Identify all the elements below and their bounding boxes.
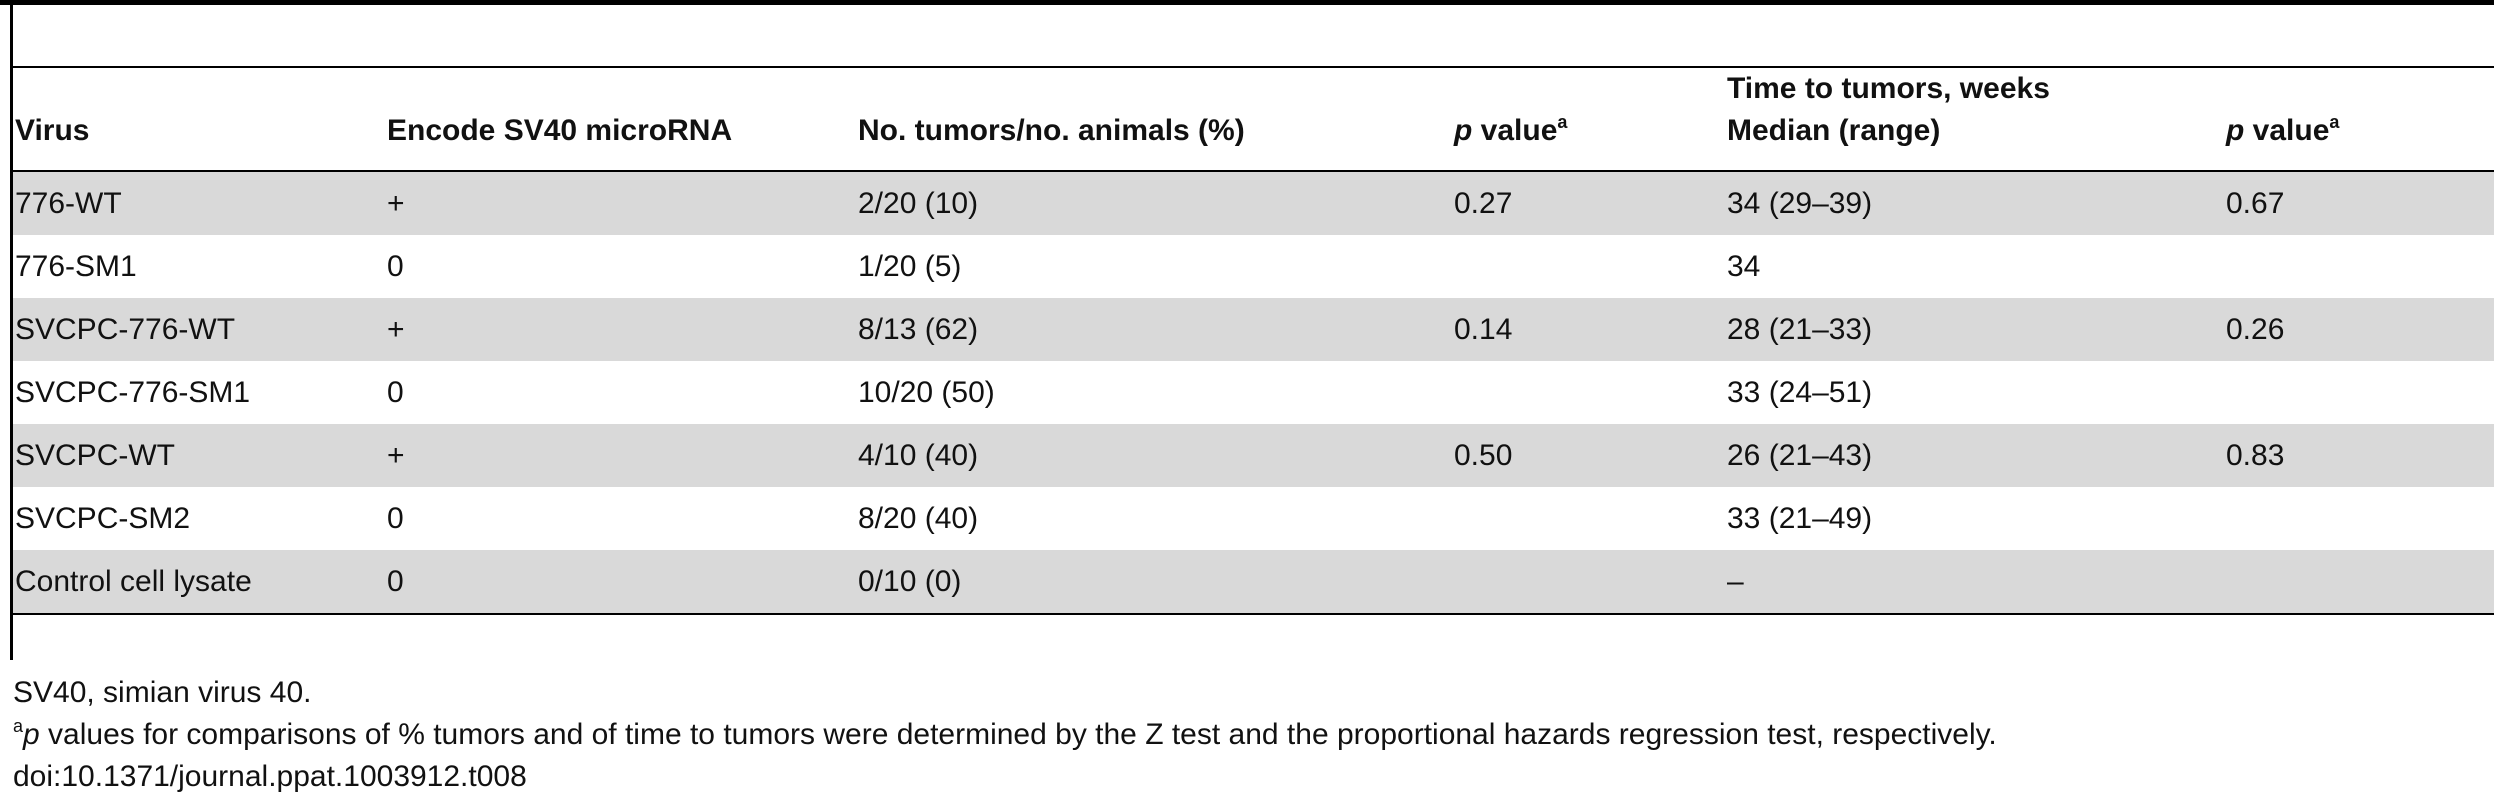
cell-p-value-tumors xyxy=(1452,361,1725,424)
header-tumors-per-animals: No. tumors/no. animals (%) xyxy=(856,68,1452,172)
table-row: SVCPC-WT + 4/10 (40) 0.50 26 (21–43) 0.8… xyxy=(13,424,2494,487)
cell-tumors: 1/20 (5) xyxy=(858,250,962,283)
table-row: SVCPC-776-WT + 8/13 (62) 0.14 28 (21–33)… xyxy=(13,298,2494,361)
cell-time-to-tumors: 28 (21–33) xyxy=(1725,298,2224,361)
cell-p-value-tumors: 0.27 xyxy=(1452,171,1725,235)
table-row: 776-SM1 0 1/20 (5) 34 xyxy=(13,235,2494,298)
left-border xyxy=(10,0,13,660)
table-row: SVCPC-776-SM1 0 10/20 (50) 33 (24–51) xyxy=(13,361,2494,424)
header-virus: Virus xyxy=(13,68,385,172)
cell-encode: + xyxy=(385,424,856,487)
cell-tumors: 4/10 (40) xyxy=(856,424,1452,487)
cell-time-to-tumors: 26 (21–43) xyxy=(1725,424,2224,487)
cell-virus: SVCPC-776-WT xyxy=(13,298,385,361)
cell-encode: 0 xyxy=(387,376,404,409)
cell-virus: 776-WT xyxy=(13,171,385,235)
cell-p-value-time xyxy=(2224,487,2494,550)
cell-p-value-tumors: 0.50 xyxy=(1452,424,1725,487)
cell-tumors: 8/13 (62) xyxy=(856,298,1452,361)
cell-time-to-tumors: 34 (29–39) xyxy=(1725,171,2224,235)
cell-time-to-tumors: – xyxy=(1725,550,2224,615)
cell-virus: Control cell lysate xyxy=(13,550,385,615)
cell-encode: + xyxy=(385,171,856,235)
header-encode-sv40-microrna: Encode SV40 microRNA xyxy=(385,68,856,172)
cell-p-value-tumors xyxy=(1452,235,1725,298)
abbreviation-note: SV40, simian virus 40. xyxy=(13,676,312,709)
cell-p-value-time xyxy=(2224,361,2494,424)
top-border xyxy=(0,0,2494,5)
cell-p-value-tumors xyxy=(1452,550,1725,615)
cell-encode: 0 xyxy=(387,250,404,283)
table-footnotes: SV40, simian virus 40. ap values for com… xyxy=(13,672,1997,798)
cell-encode: + xyxy=(385,298,856,361)
cell-tumors: 8/20 (40) xyxy=(858,502,979,535)
cell-encode: 0 xyxy=(385,550,856,615)
cell-tumors: 0/10 (0) xyxy=(856,550,1452,615)
cell-p-value-tumors xyxy=(1452,487,1725,550)
header-time-to-tumors: Time to tumors, weeks Median (range) xyxy=(1725,68,2224,172)
cell-virus: SVCPC-WT xyxy=(13,424,385,487)
header-row: Virus Encode SV40 microRNA No. tumors/no… xyxy=(13,68,2494,172)
cell-virus: SVCPC-SM2 xyxy=(15,502,191,535)
cell-p-value-time: 0.26 xyxy=(2224,298,2494,361)
footnote-a: ap values for comparisons of % tumors an… xyxy=(13,716,1997,751)
cell-time-to-tumors: 33 (24–51) xyxy=(1727,376,1873,409)
doi-line: doi:10.1371/journal.ppat.1003912.t008 xyxy=(13,760,527,793)
cell-virus: SVCPC-776-SM1 xyxy=(15,376,251,409)
cell-p-value-time xyxy=(2224,235,2494,298)
data-table: Virus Encode SV40 microRNA No. tumors/no… xyxy=(13,68,2494,615)
header-p-value-tumors: p valuea xyxy=(1452,68,1725,172)
table-row: 776-WT + 2/20 (10) 0.27 34 (29–39) 0.67 xyxy=(13,171,2494,235)
cell-p-value-time: 0.83 xyxy=(2224,424,2494,487)
table-row: SVCPC-SM2 0 8/20 (40) 33 (21–49) xyxy=(13,487,2494,550)
table-top-rule xyxy=(10,66,2494,68)
cell-p-value-time xyxy=(2224,550,2494,615)
cell-p-value-tumors: 0.14 xyxy=(1452,298,1725,361)
cell-time-to-tumors: 34 xyxy=(1727,250,1761,283)
cell-tumors: 2/20 (10) xyxy=(856,171,1452,235)
table-row: Control cell lysate 0 0/10 (0) – xyxy=(13,550,2494,615)
cell-p-value-time: 0.67 xyxy=(2224,171,2494,235)
cell-virus: 776-SM1 xyxy=(15,250,137,283)
cell-time-to-tumors: 33 (21–49) xyxy=(1727,502,1873,535)
cell-encode: 0 xyxy=(387,502,404,535)
cell-tumors: 10/20 (50) xyxy=(858,376,995,409)
header-p-value-time: p valuea xyxy=(2224,68,2494,172)
